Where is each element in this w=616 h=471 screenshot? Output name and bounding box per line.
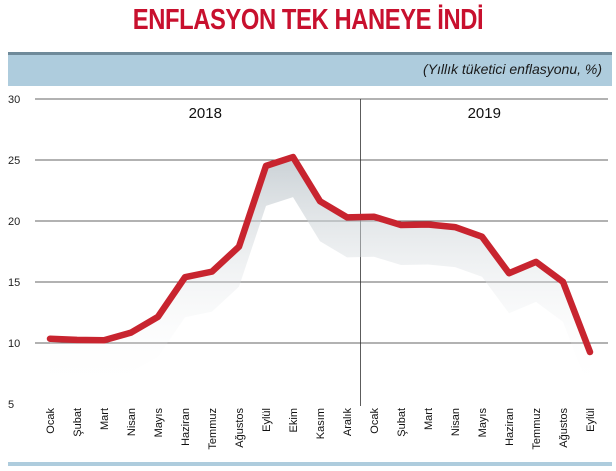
- y-tick-label: 10: [8, 338, 20, 350]
- y-tick-label: 5: [8, 399, 14, 411]
- x-tick-label: Mayıs: [153, 408, 165, 438]
- x-tick-label: Temmuz: [531, 408, 543, 450]
- x-tick-label: Şubat: [72, 408, 84, 437]
- x-tick-label: Haziran: [180, 408, 192, 446]
- x-tick-label: Nisan: [450, 408, 462, 436]
- y-tick-label: 25: [8, 155, 20, 167]
- subtitle-band: (Yıllık tüketici enflasyonu, %): [8, 52, 612, 86]
- chart-title: ENFLASYON TEK HANEYE İNDİ: [132, 4, 484, 36]
- x-tick-label: Ağustos: [558, 408, 570, 448]
- series-line: [46, 153, 594, 356]
- chart-subtitle: (Yıllık tüketici enflasyonu, %): [423, 61, 602, 77]
- x-tick-label: Temmuz: [207, 408, 219, 450]
- x-tick-label: Ekim: [288, 408, 300, 432]
- x-tick-label: Kasım: [315, 408, 327, 439]
- x-tick-label: Şubat: [396, 408, 408, 437]
- x-tick-label: Haziran: [504, 408, 516, 446]
- x-tick-label: Ocak: [45, 408, 57, 434]
- y-tick-label: 30: [8, 94, 20, 106]
- x-tick-label: Mayıs: [477, 408, 489, 438]
- x-tick-label: Aralık: [342, 408, 354, 437]
- x-tick-label: Mart: [99, 408, 111, 430]
- x-tick-label: Ağustos: [234, 408, 246, 448]
- year-label-1: 2018: [189, 105, 222, 122]
- bottom-rule: [8, 462, 612, 466]
- x-tick-label: Nisan: [126, 408, 138, 436]
- x-tick-label: Mart: [423, 408, 435, 430]
- x-tick-label: Eylül: [261, 408, 273, 432]
- x-tick-label: Eylül: [585, 408, 597, 432]
- x-tick-label: Ocak: [369, 408, 381, 434]
- y-tick-label: 15: [8, 277, 20, 289]
- y-tick-label: 20: [8, 216, 20, 228]
- year-label-2: 2019: [468, 105, 501, 122]
